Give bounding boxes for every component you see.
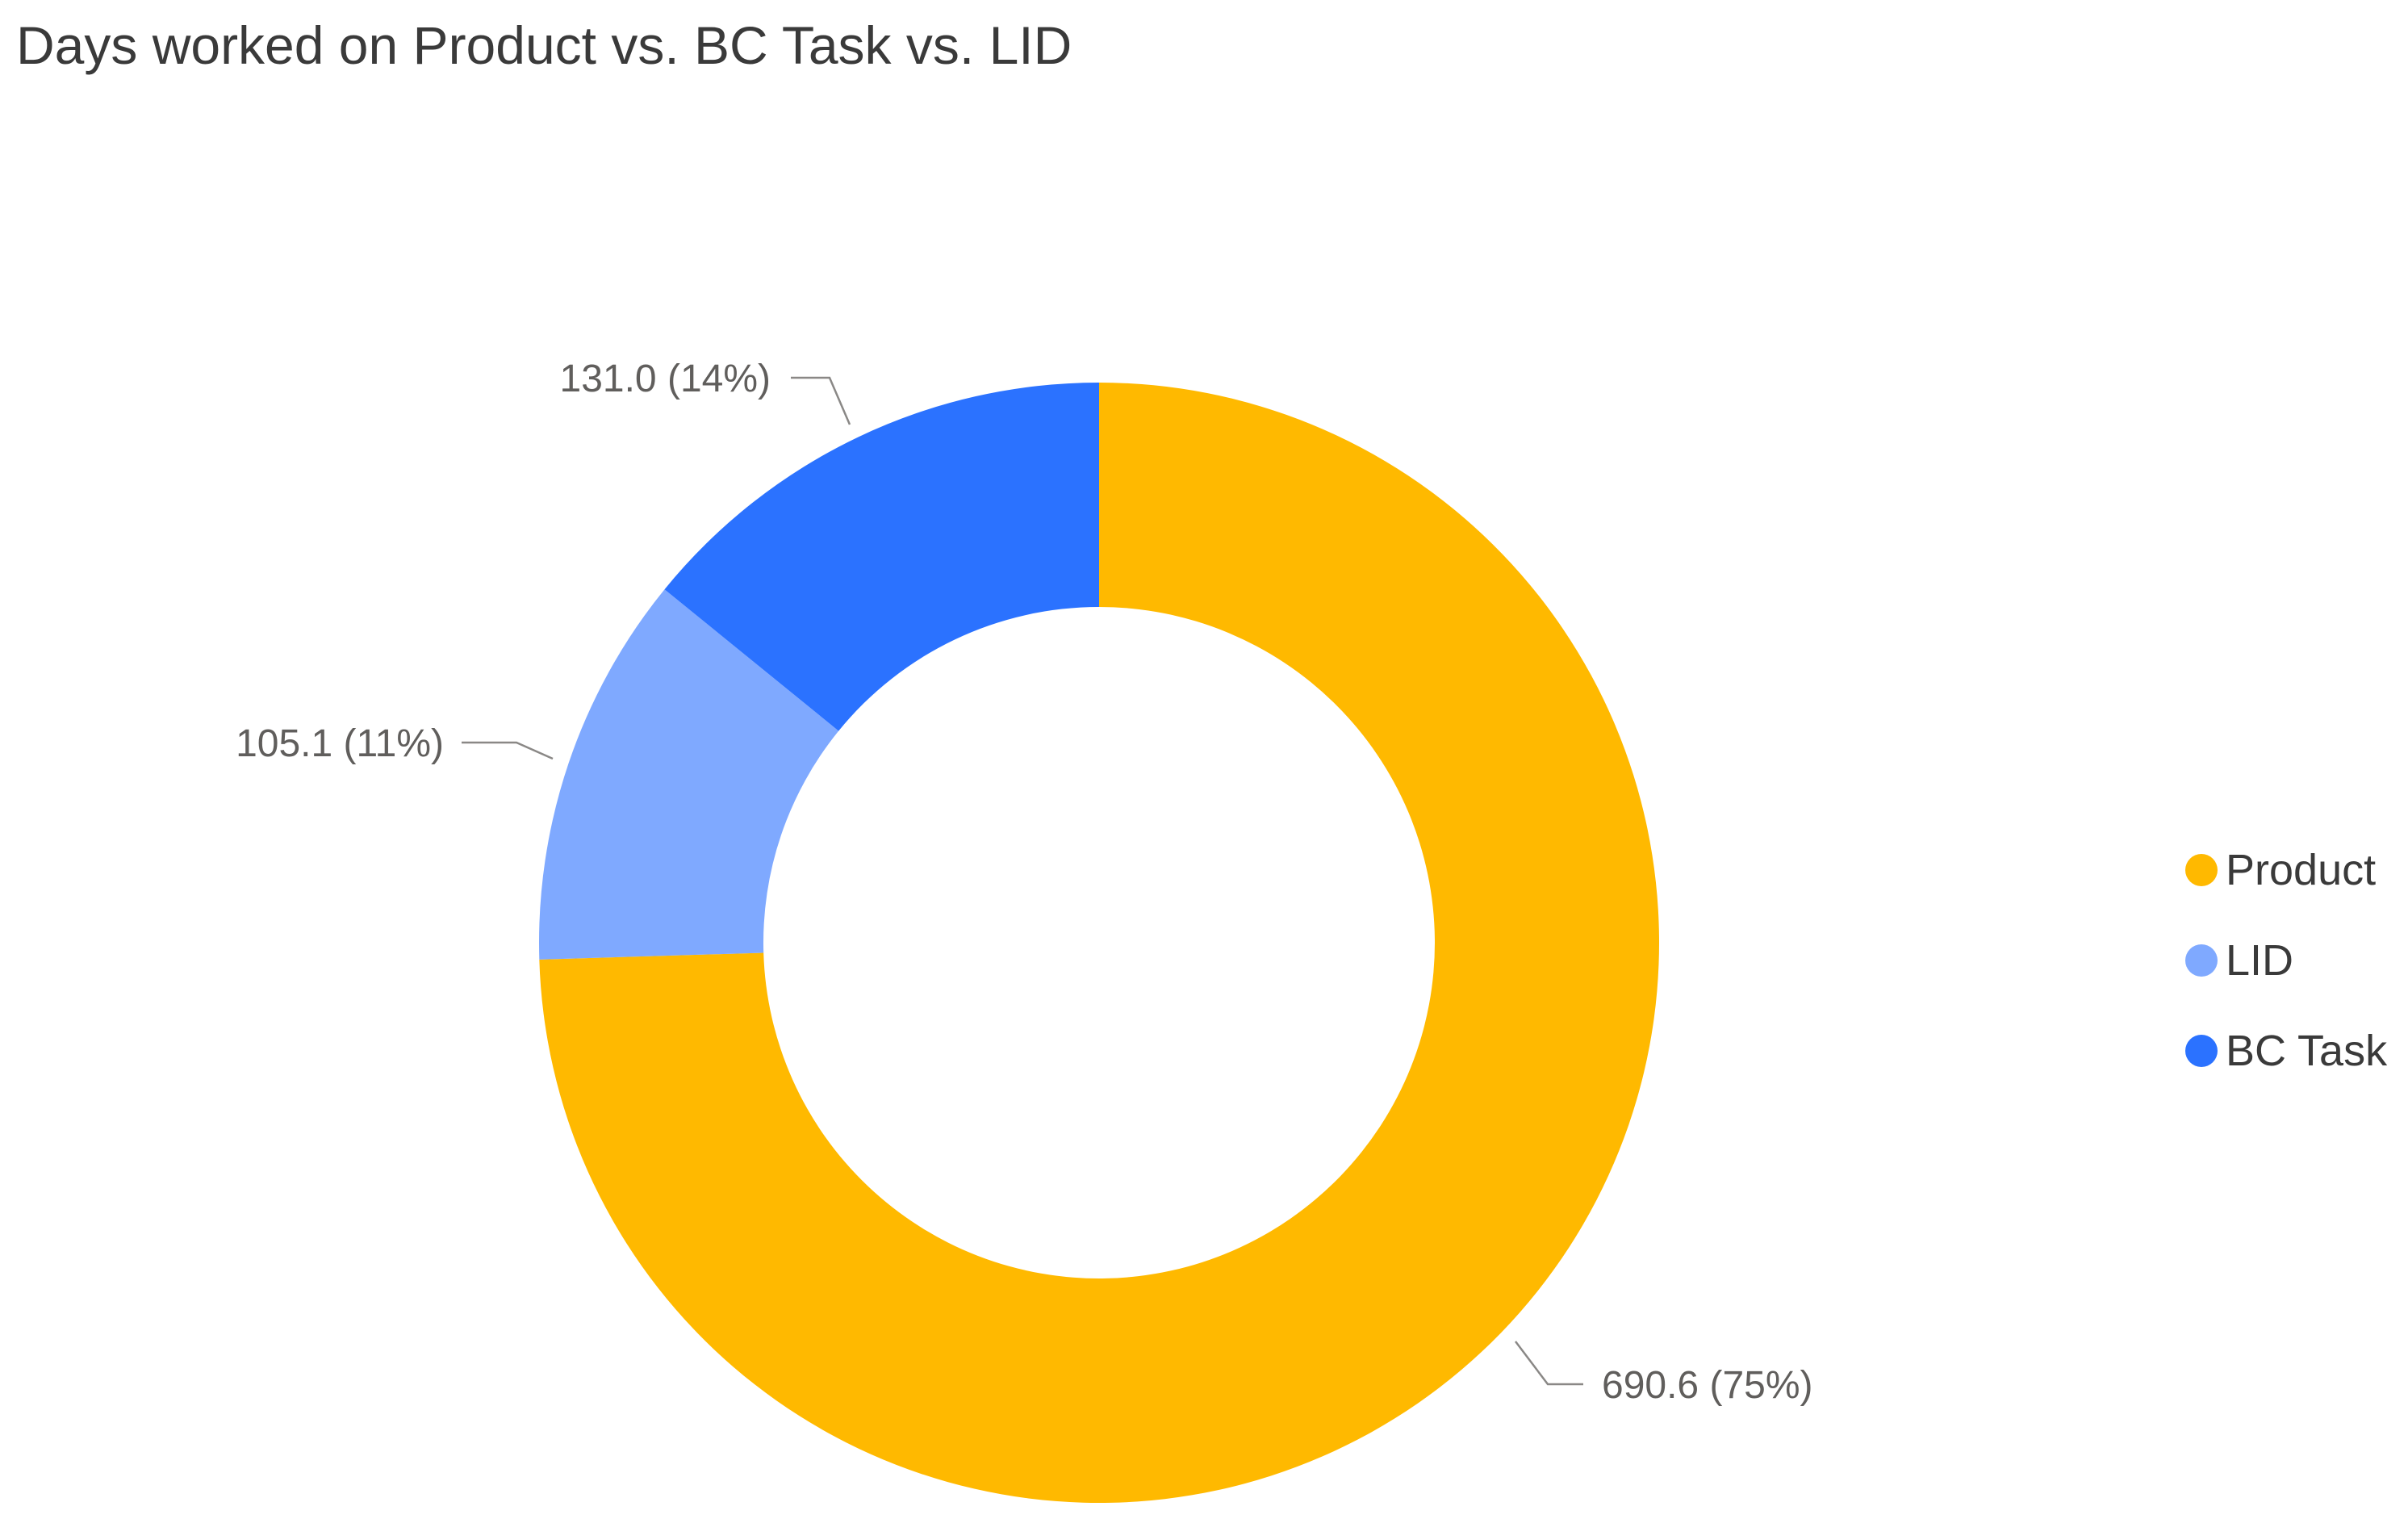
chart-title: Days worked on Product vs. BC Task vs. L…: [16, 15, 1072, 75]
legend-item-product[interactable]: Product: [2185, 825, 2387, 915]
legend-label-bc-task: BC Task: [2226, 1027, 2388, 1075]
data-label-lid: 105.1 (11%): [236, 722, 444, 765]
leader-line-lid: [462, 741, 554, 760]
data-label-product: 690.6 (75%): [1602, 1364, 1813, 1407]
leader-line-bc-task: [791, 376, 851, 425]
leader-line-product: [1515, 1341, 1583, 1386]
data-labels: 690.6 (75%) 105.1 (11%) 131.0 (14%): [236, 358, 1812, 1407]
donut-slice-product[interactable]: [539, 383, 1660, 1503]
legend-label-product: Product: [2226, 846, 2377, 894]
legend-item-bc-task[interactable]: BC Task: [2185, 1006, 2387, 1096]
legend-marker-bc-task: [2185, 1035, 2218, 1067]
donut-slices: [539, 383, 1660, 1503]
data-label-bc-task: 131.0 (14%): [560, 358, 771, 400]
donut-slice-bc-task[interactable]: [664, 383, 1099, 731]
legend-item-lid[interactable]: LID: [2185, 915, 2387, 1006]
legend-marker-product: [2185, 854, 2218, 886]
legend-label-lid: LID: [2226, 936, 2294, 985]
legend: Product LID BC Task: [2185, 825, 2387, 1096]
legend-marker-lid: [2185, 944, 2218, 977]
donut-slice-lid[interactable]: [539, 589, 839, 960]
